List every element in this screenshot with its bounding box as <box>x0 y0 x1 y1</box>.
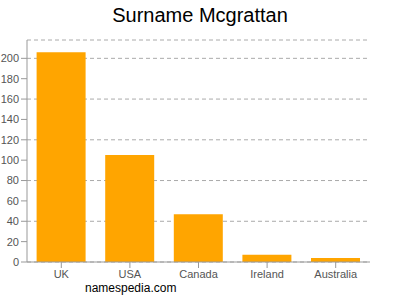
svg-text:USA: USA <box>119 268 142 280</box>
svg-text:200: 200 <box>8 52 19 64</box>
svg-text:40: 40 <box>8 215 19 227</box>
svg-text:180: 180 <box>8 73 19 85</box>
svg-text:Canada: Canada <box>179 268 218 280</box>
svg-text:100: 100 <box>8 154 19 166</box>
svg-text:120: 120 <box>8 134 19 146</box>
svg-text:Australia: Australia <box>314 268 358 280</box>
svg-text:60: 60 <box>8 195 19 207</box>
html-text:Surname Mcgrattan: Surname Mcgrattan <box>112 4 288 26</box>
svg-text:80: 80 <box>8 174 19 186</box>
svg-text:160: 160 <box>8 93 19 105</box>
svg-text:Ireland: Ireland <box>250 268 284 280</box>
svg-text:UK: UK <box>54 268 70 280</box>
svg-text:20: 20 <box>8 236 19 248</box>
html-text:namespedia.com: namespedia.com <box>85 281 177 295</box>
svg-text:0: 0 <box>13 256 19 268</box>
svg-text:140: 140 <box>8 113 19 125</box>
